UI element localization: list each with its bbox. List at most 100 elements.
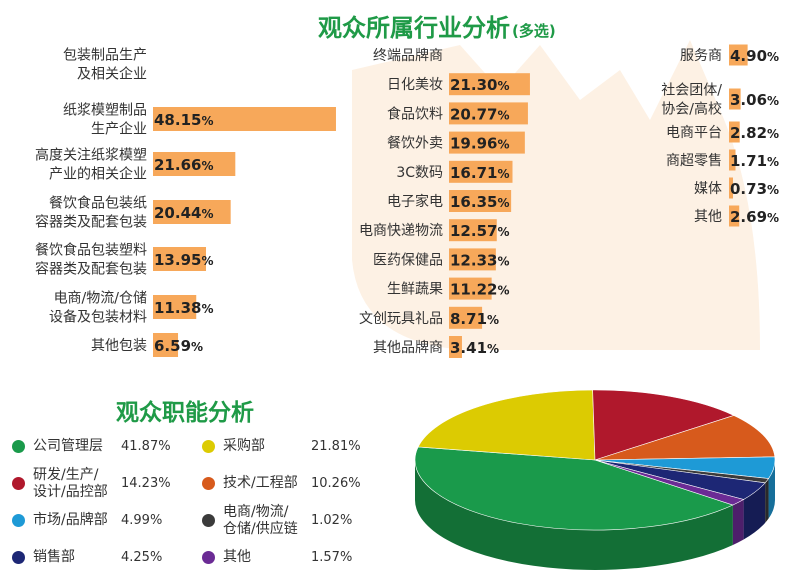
bar xyxy=(449,336,462,358)
bar-category-label: 餐饮食品包装纸容器类及配套包装 xyxy=(35,195,147,231)
pie-slice-side xyxy=(768,460,775,519)
bar-value-label: 11.22% xyxy=(450,281,509,299)
legend-label: 技术/工程部 xyxy=(223,475,298,491)
function-title: 观众职能分析 xyxy=(116,400,254,426)
legend-value: 4.25% xyxy=(121,550,163,565)
bar-category-label: 文创玩具礼品 xyxy=(359,311,443,327)
bar-category-label: 终端品牌商 xyxy=(373,47,443,64)
legend-value: 1.57% xyxy=(311,550,353,565)
bar-category-label: 其他 xyxy=(694,209,722,225)
bar xyxy=(153,152,236,176)
bar xyxy=(449,73,530,96)
function-pie-chart xyxy=(414,389,776,570)
bar-category-label: 纸浆模塑制品生产企业 xyxy=(63,103,147,138)
legend-label: 市场/品牌部 xyxy=(33,512,108,528)
legend-label: 销售部 xyxy=(33,549,75,565)
bar xyxy=(729,149,736,171)
legend-value: 41.87% xyxy=(121,439,171,454)
legend-label: 其他 xyxy=(223,549,251,565)
pie-slice xyxy=(417,389,596,461)
legend-swatch xyxy=(12,477,25,490)
legend-swatch xyxy=(12,514,25,527)
bar-value-label: 3.41% xyxy=(450,339,499,357)
bar-value-label: 12.33% xyxy=(450,251,509,269)
bar xyxy=(153,200,231,224)
bar-category-label: 其他品牌商 xyxy=(373,339,443,356)
bar-value-label: 16.35% xyxy=(450,193,509,211)
bar-value-label: 19.96% xyxy=(450,135,509,153)
pie-slice-side xyxy=(743,482,766,540)
legend-item: 采购部 21.81% xyxy=(198,428,388,465)
bar-category-label: 3C数码 xyxy=(396,165,443,181)
bar xyxy=(729,205,740,227)
legend-label: 公司管理层 xyxy=(33,438,103,454)
legend-value: 1.02% xyxy=(311,513,353,528)
bar xyxy=(449,131,525,154)
bar-value-label: 48.15% xyxy=(154,111,213,129)
legend-value: 4.99% xyxy=(121,513,163,528)
legend-label: 电商/物流/仓储/供应链 xyxy=(223,503,298,537)
bar-category-label: 医药保健品 xyxy=(373,252,443,268)
bar-category-label: 商超零售 xyxy=(666,153,722,169)
legend-value: 10.26% xyxy=(311,476,361,491)
bar xyxy=(449,277,492,300)
function-legend: 公司管理层 41.87% 采购部 21.81% 研发/生产/设计/品控部 14.23% 技术… xyxy=(8,428,388,576)
legend-swatch xyxy=(12,440,25,453)
bar-category-label: 高度关注纸浆模塑产业的相关企业 xyxy=(35,147,147,183)
bar xyxy=(153,295,197,319)
pie-slice-side xyxy=(732,499,744,545)
bar-value-label: 0.73% xyxy=(730,180,779,198)
bar xyxy=(729,121,740,143)
bar-value-label: 8.71% xyxy=(450,310,499,328)
legend-item: 其他 1.57% xyxy=(198,539,388,576)
legend-label: 研发/生产/设计/品控部 xyxy=(33,466,108,500)
bar xyxy=(449,190,512,212)
legend-swatch xyxy=(202,551,215,564)
legend-label: 采购部 xyxy=(223,438,265,454)
legend-value: 14.23% xyxy=(121,476,171,491)
bar xyxy=(729,88,741,110)
bar-category-label: 生鲜蔬果 xyxy=(387,282,443,298)
bar-category-label: 餐饮食品包装塑料容器类及配套包装 xyxy=(35,242,147,278)
bar xyxy=(153,247,207,271)
legend-value: 21.81% xyxy=(311,439,361,454)
bar-category-label: 日化美妆 xyxy=(387,77,443,93)
bar-category-label: 电商/物流/仓储设备及包装材料 xyxy=(49,291,147,326)
bar-category-label: 食品饮料 xyxy=(387,105,443,122)
pie-slice xyxy=(592,389,735,461)
legend-item: 电商/物流/仓储/供应链 1.02% xyxy=(198,502,388,539)
pie-slice xyxy=(414,446,734,531)
bar-category-label: 媒体 xyxy=(694,181,722,197)
legend-item: 公司管理层 41.87% xyxy=(8,428,198,465)
bar-value-label: 1.71% xyxy=(730,152,779,170)
bar-value-label: 21.30% xyxy=(450,76,509,94)
bar-value-label: 2.69% xyxy=(730,208,779,226)
bar xyxy=(449,102,528,125)
pie-slice xyxy=(594,459,745,506)
pie-slice-side xyxy=(415,460,733,570)
bar-value-label: 4.90% xyxy=(730,47,779,65)
bar-value-label: 6.59% xyxy=(154,337,203,355)
legend-item: 研发/生产/设计/品控部 14.23% xyxy=(8,465,198,502)
bar-value-label: 20.44% xyxy=(154,204,213,222)
bar-value-label: 13.95% xyxy=(154,251,213,269)
legend-swatch xyxy=(202,440,215,453)
bar xyxy=(449,219,497,242)
bar xyxy=(449,306,483,329)
bar xyxy=(449,160,513,183)
bar-category-label: 其他包装 xyxy=(91,338,147,354)
pie-slice xyxy=(594,415,776,461)
legend-item: 技术/工程部 10.26% xyxy=(198,465,388,502)
bar-category-label: 包装制品生产及相关企业 xyxy=(63,48,147,83)
industry-title: 观众所属行业分析 (多选) xyxy=(318,14,556,42)
bar xyxy=(729,177,733,199)
legend-swatch xyxy=(202,514,215,527)
bar xyxy=(153,333,179,357)
bar-value-label: 2.82% xyxy=(730,124,779,142)
legend-swatch xyxy=(12,551,25,564)
industry-title-note: (多选) xyxy=(512,22,556,40)
bar-value-label: 3.06% xyxy=(730,91,779,109)
pie-slice-side xyxy=(765,478,769,523)
legend-item: 销售部 4.25% xyxy=(8,539,198,576)
